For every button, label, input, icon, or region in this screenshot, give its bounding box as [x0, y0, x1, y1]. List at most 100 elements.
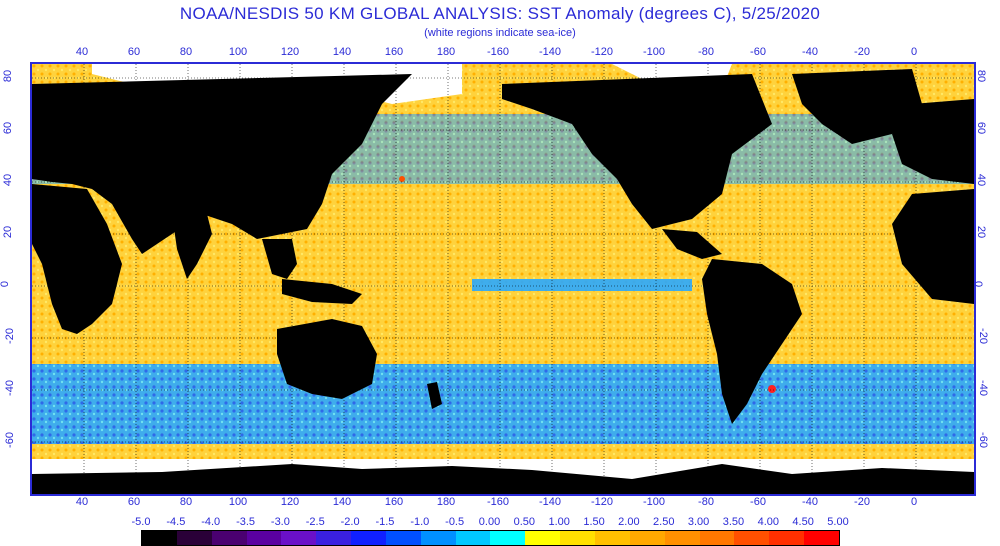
longitude-tick-label: 100 — [228, 496, 248, 508]
longitude-tick-label: 140 — [332, 496, 352, 508]
longitude-tick-label: 100 — [228, 46, 248, 58]
warm-anomaly-patch — [399, 176, 405, 182]
antarctica-land — [32, 464, 974, 494]
greenland-land — [792, 69, 922, 144]
latitude-tick-label: 60 — [2, 121, 15, 135]
legend-tick-label: -4.0 — [201, 516, 221, 528]
latitude-tick-label: 0 — [0, 280, 12, 288]
central-america-land — [662, 229, 722, 259]
sst-anomaly-map — [30, 62, 976, 496]
longitude-tick-label: 80 — [179, 496, 193, 508]
equatorial-cool-tongue — [472, 279, 692, 291]
longitude-tick-label: 60 — [127, 496, 141, 508]
longitude-tick-label: 0 — [910, 496, 918, 508]
west-africa-land — [892, 189, 974, 304]
latitude-tick-label: -20 — [976, 328, 989, 344]
color-swatch — [455, 531, 491, 545]
longitude-tick-label: -120 — [590, 496, 614, 508]
color-swatch — [804, 531, 839, 545]
color-swatch — [769, 531, 805, 545]
north-america-land — [502, 74, 772, 229]
longitude-tick-label: 80 — [179, 46, 193, 58]
color-swatch — [734, 531, 770, 545]
longitude-tick-label: -100 — [642, 46, 666, 58]
legend-tick-label: 3.50 — [722, 516, 745, 528]
new-zealand-land — [427, 382, 442, 409]
color-swatch — [385, 531, 421, 545]
legend-tick-label: -0.5 — [445, 516, 465, 528]
longitude-tick-label: -160 — [486, 496, 510, 508]
longitude-tick-label: -60 — [750, 46, 766, 58]
longitude-tick-label: -20 — [854, 46, 870, 58]
legend-tick-label: 2.00 — [618, 516, 640, 528]
longitude-tick-label: 180 — [436, 496, 456, 508]
color-swatch — [281, 531, 317, 545]
latitude-tick-label: -40 — [976, 380, 989, 396]
longitude-tick-label: 180 — [436, 46, 456, 58]
longitude-tick-label: -80 — [698, 46, 714, 58]
longitude-tick-label: -40 — [802, 496, 818, 508]
color-swatch — [176, 531, 212, 545]
southern-ocean-cool-band — [32, 364, 974, 444]
longitude-tick-label: 160 — [384, 46, 404, 58]
legend-tick-label: 1.00 — [548, 516, 570, 528]
longitude-tick-label: -20 — [854, 496, 870, 508]
legend-tick-label: -5.0 — [131, 516, 151, 528]
color-swatch — [316, 531, 352, 545]
color-swatch — [594, 531, 630, 545]
legend-tick-label: -3.5 — [236, 516, 256, 528]
longitude-tick-label: 160 — [384, 496, 404, 508]
legend-tick-label: -3.0 — [270, 516, 290, 528]
longitude-tick-label: 120 — [280, 496, 300, 508]
latitude-tick-label: 80 — [975, 69, 988, 83]
legend-tick-label: 4.50 — [792, 516, 814, 528]
map-title: NOAA/NESDIS 50 KM GLOBAL ANALYSIS: SST A… — [179, 4, 821, 23]
longitude-tick-label: -40 — [802, 46, 818, 58]
legend-tick-label: -2.5 — [305, 516, 325, 528]
longitude-tick-label: 0 — [910, 46, 918, 58]
map-subtitle: (white regions indicate sea-ice) — [424, 27, 576, 39]
color-swatch — [142, 531, 177, 545]
latitude-tick-label: 40 — [2, 173, 15, 187]
longitude-tick-label: -120 — [590, 46, 614, 58]
color-swatch — [525, 531, 561, 545]
longitude-tick-label: -140 — [538, 496, 562, 508]
africa-land — [32, 184, 122, 334]
color-swatch — [699, 531, 735, 545]
warm-anomaly-patch — [768, 385, 776, 393]
legend-tick-label: -2.0 — [340, 516, 360, 528]
color-swatch — [490, 531, 526, 545]
eurasia-land — [32, 74, 412, 254]
india-land — [172, 214, 212, 279]
europe-land — [892, 99, 974, 184]
latitude-tick-label: 80 — [2, 69, 15, 83]
latitude-tick-label: 20 — [2, 225, 15, 239]
map-canvas — [32, 64, 974, 494]
longitude-tick-label: -80 — [698, 496, 714, 508]
color-swatch — [629, 531, 665, 545]
longitude-tick-label: 40 — [75, 46, 89, 58]
legend-tick-label: 0.00 — [478, 516, 501, 528]
indonesia-land — [282, 279, 362, 304]
longitude-tick-label: -60 — [750, 496, 766, 508]
australia-land — [277, 319, 377, 399]
color-swatch — [246, 531, 282, 545]
color-swatch — [211, 531, 247, 545]
legend-tick-label: 2.50 — [653, 516, 675, 528]
longitude-tick-label: 140 — [332, 46, 352, 58]
south-america-land — [702, 259, 802, 424]
legend-labels: -5.0 -4.5 -4.0 -3.5 -3.0 -2.5 -2.0 -1.5 -1.0 -0.5… — [0, 516, 1000, 530]
latitude-tick-label: -40 — [3, 380, 16, 396]
graticule — [32, 64, 974, 494]
longitude-tick-label: -140 — [538, 46, 562, 58]
latitude-tick-label: 40 — [975, 173, 988, 187]
legend-tick-label: 0.50 — [513, 516, 536, 528]
longitude-tick-label: 60 — [127, 46, 141, 58]
longitude-tick-label: -100 — [642, 496, 666, 508]
color-swatch — [560, 531, 595, 545]
legend-tick-label: 3.00 — [687, 516, 710, 528]
latitude-tick-label: 60 — [975, 121, 988, 135]
legend-tick-label: -1.0 — [410, 516, 430, 528]
color-swatch — [664, 531, 700, 545]
latitude-tick-label: 20 — [975, 225, 988, 239]
